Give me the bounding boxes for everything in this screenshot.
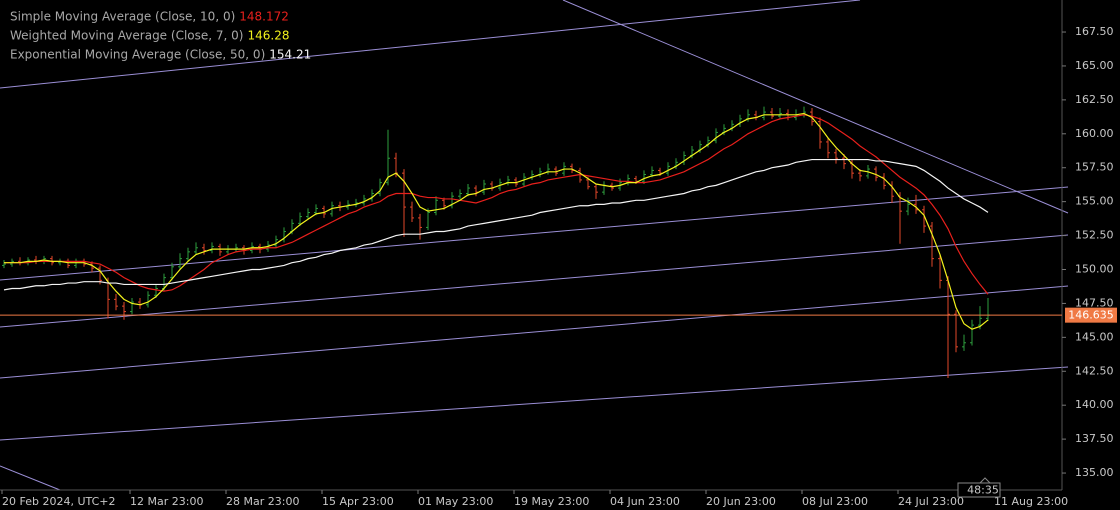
trend-line [0,366,1069,441]
x-tick-label: 24 Jul 23:00 [898,495,964,508]
x-tick-label: 20 Jun 23:00 [706,495,776,508]
countdown-frame [957,482,1001,498]
y-tick-label: 152.50 [1075,229,1114,242]
y-tick-label: 165.00 [1075,59,1114,72]
countdown-pointer [979,477,991,484]
trend-line [0,0,861,89]
x-tick-label: 28 Mar 23:00 [226,495,299,508]
legend-value: 146.28 [247,29,289,43]
trend-line [0,234,1069,328]
x-tick-label: 15 Apr 23:00 [322,495,394,508]
x-tick-label: 11 Aug 23:00 [994,495,1068,508]
legend: Simple Moving Average (Close, 10, 0) 148.… [10,10,311,62]
y-tick-label: 160.00 [1075,127,1114,140]
countdown-box: 48:35 [957,477,1001,498]
legend-label: Weighted Moving Average (Close, 7, 0) [10,29,243,43]
y-tick-label: 150.00 [1075,262,1114,275]
y-tick-label: 140.00 [1075,398,1114,411]
y-tick-label: 142.50 [1075,364,1114,377]
current-price-label: 146.635 [1068,309,1114,322]
legend-value: 154.21 [269,48,311,62]
x-tick-label: 04 Jun 23:00 [610,495,680,508]
y-tick-label: 157.50 [1075,161,1114,174]
y-tick-label: 145.00 [1075,330,1114,343]
ma-line [4,114,989,295]
y-tick-label: 147.50 [1075,296,1114,309]
legend-label: Exponential Moving Average (Close, 50, 0… [10,48,265,62]
x-tick-label: 20 Feb 2024, UTC+2 [2,495,115,508]
x-tick-label: 19 May 23:00 [514,495,589,508]
y-tick-label: 167.50 [1075,25,1114,38]
trend-line [0,285,1069,379]
trend-line [0,465,61,491]
x-tick-label: 01 May 23:00 [418,495,493,508]
trend-line [562,0,1069,214]
legend-label: Simple Moving Average (Close, 10, 0) [10,10,235,24]
y-tick-label: 135.00 [1075,466,1114,479]
current-price-box [1065,307,1117,323]
legend-value: 148.172 [239,10,289,24]
countdown-text: 48:35 [967,484,999,497]
trend-lines [0,0,1069,491]
x-tick-label: 12 Mar 23:00 [130,495,203,508]
y-tick-label: 162.50 [1075,93,1114,106]
x-tick-label: 08 Jul 23:00 [802,495,868,508]
trend-line [0,186,1069,281]
ma-line [3,158,989,291]
y-tick-label: 137.50 [1075,432,1114,445]
y-tick-label: 155.00 [1075,195,1114,208]
